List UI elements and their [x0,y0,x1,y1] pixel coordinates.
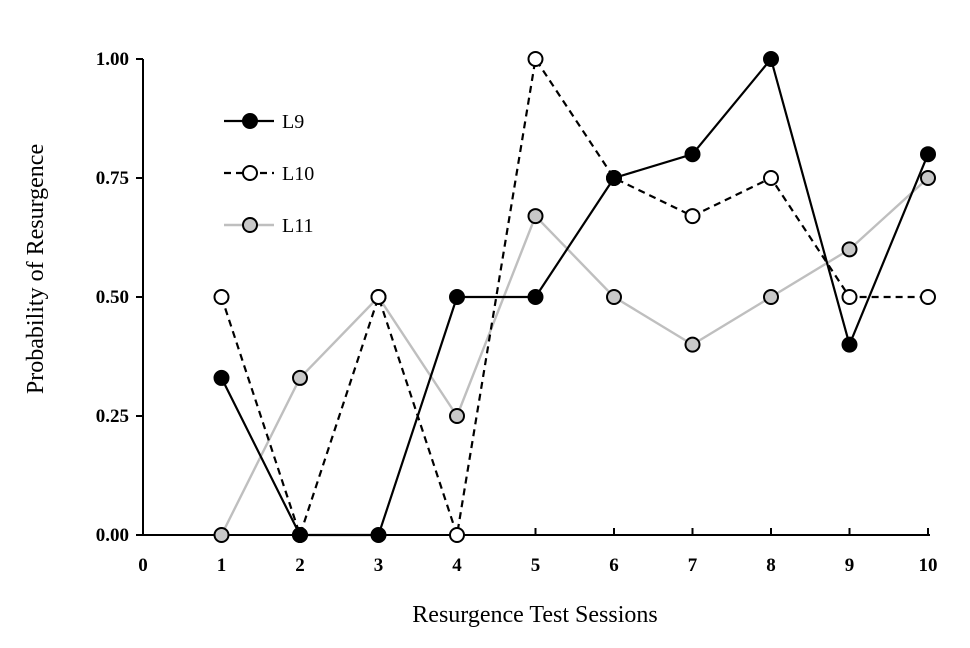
data-point-l11 [841,241,858,258]
data-point-l11 [213,527,230,543]
data-point-l9 [213,369,230,386]
data-point-l9 [841,336,858,353]
data-point-l10 [370,289,387,305]
legend-marker-l9 [242,113,258,129]
data-point-l11 [763,289,779,305]
x-tick-label: 3 [374,555,384,576]
data-point-l10 [920,289,936,305]
data-point-l9 [920,146,936,163]
x-tick-label: 9 [845,555,855,576]
legend-marker-l10 [242,165,258,181]
y-tick-label: 0.25 [96,406,129,427]
x-tick-label: 10 [919,555,938,576]
data-point-l9 [449,289,465,305]
data-point-l11 [684,336,701,353]
data-point-l10 [841,289,858,305]
x-tick-label: 0 [138,555,148,576]
x-tick-label: 7 [688,555,698,576]
y-tick-label: 0.00 [96,525,129,546]
legend-marker-l11 [242,217,258,233]
data-point-l9 [370,527,387,543]
data-point-l9 [527,289,544,305]
data-point-l10 [449,527,465,543]
series-line-l9 [220,57,930,537]
data-point-l9 [684,146,701,163]
legend-label-l9: L9 [282,111,304,133]
data-point-l10 [684,208,701,225]
x-tick-label: 1 [217,555,227,576]
data-point-l9 [763,51,779,67]
data-point-l11 [527,208,544,225]
series-line-l11 [220,177,929,536]
data-point-l10 [213,289,230,305]
data-point-l9 [292,527,308,543]
x-tick-label: 2 [295,555,305,576]
x-tick-label: 5 [531,555,541,576]
data-point-l11 [606,289,622,305]
y-tick-label: 1.00 [96,49,129,70]
series-line-l10 [220,57,928,537]
y-axis-title: Probability of Resurgence [23,144,49,394]
legend-label-l10: L10 [282,163,314,185]
y-tick-label: 0.50 [96,287,129,308]
y-tick-label: 0.75 [96,168,129,189]
x-tick-label: 8 [766,555,776,576]
legend-label-l11: L11 [282,215,313,237]
x-tick-label: 4 [452,555,462,576]
data-point-l9 [606,170,622,186]
x-axis-title: Resurgence Test Sessions [412,602,657,628]
data-point-l11 [920,170,936,186]
data-point-l11 [449,408,465,424]
data-point-l10 [763,170,779,186]
x-tick-label: 6 [609,555,619,576]
data-point-l10 [527,51,544,67]
data-point-l11 [292,369,308,386]
